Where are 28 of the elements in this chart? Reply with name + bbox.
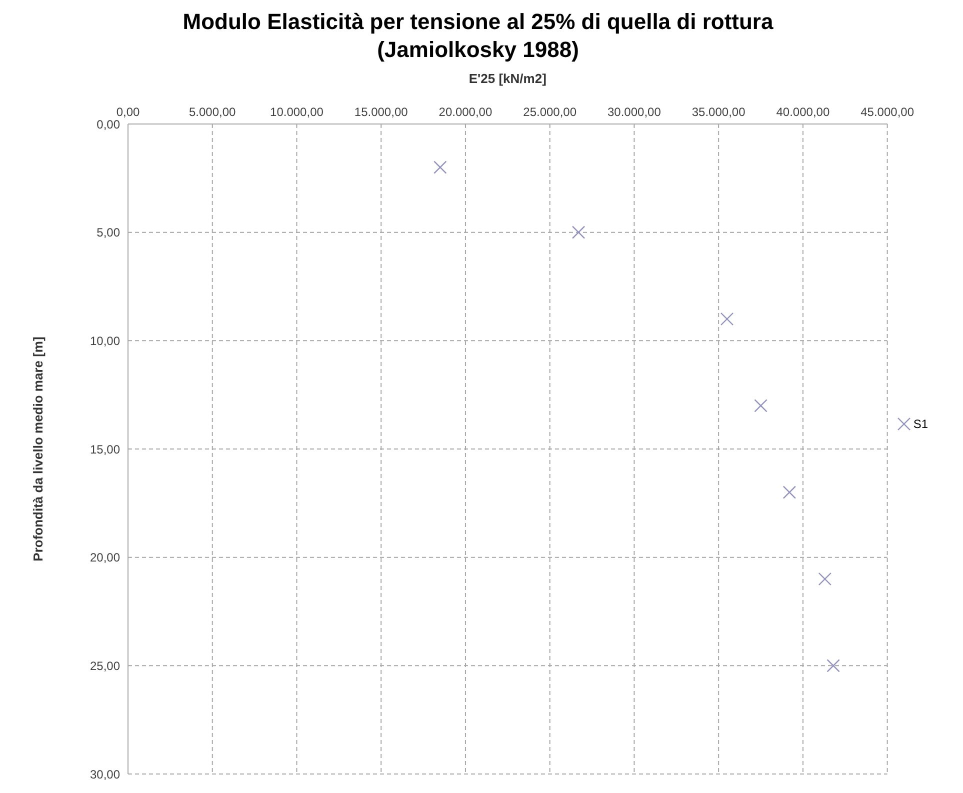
x-tick-label: 40.000,00 xyxy=(776,105,830,119)
legend-label: S1 xyxy=(913,417,928,431)
y-tick-label: 0,00 xyxy=(96,117,120,132)
point xyxy=(818,572,832,586)
point xyxy=(720,312,734,326)
x-tick-label: 15.000,00 xyxy=(354,105,408,119)
x-tick-label: 5.000,00 xyxy=(189,105,236,119)
y-tick-label: 25,00 xyxy=(90,658,120,673)
point xyxy=(826,659,840,672)
chart-title: Modulo Elasticità per tensione al 25% di quella di rottura (Jamiolkosky 1988) xyxy=(182,8,774,64)
y-tick-label: 10,00 xyxy=(90,334,120,348)
y-tick-label: 15,00 xyxy=(90,442,120,456)
x-axis-title: E'25 [kN/m2] xyxy=(468,71,546,86)
x-tick-label: 35.000,00 xyxy=(692,105,746,119)
y-tick-label: 5,00 xyxy=(96,226,120,240)
point xyxy=(434,160,447,174)
point xyxy=(572,226,586,239)
point xyxy=(754,399,768,412)
y-tick-label: 20,00 xyxy=(90,550,120,565)
x-tick-label: 30.000,00 xyxy=(608,105,662,119)
y-tick-label: 30,00 xyxy=(90,767,120,782)
x-tick-label: 45.000,00 xyxy=(860,105,914,119)
x-tick-label: 25.000,00 xyxy=(523,105,577,119)
y-axis-title: Profondità da livello medio mare [m] xyxy=(30,336,46,562)
point xyxy=(782,486,796,499)
x-tick-label: 20.000,00 xyxy=(438,105,492,119)
x-tick-label: 0,00 xyxy=(116,105,140,119)
x-tick-label: 10.000,00 xyxy=(270,105,324,119)
